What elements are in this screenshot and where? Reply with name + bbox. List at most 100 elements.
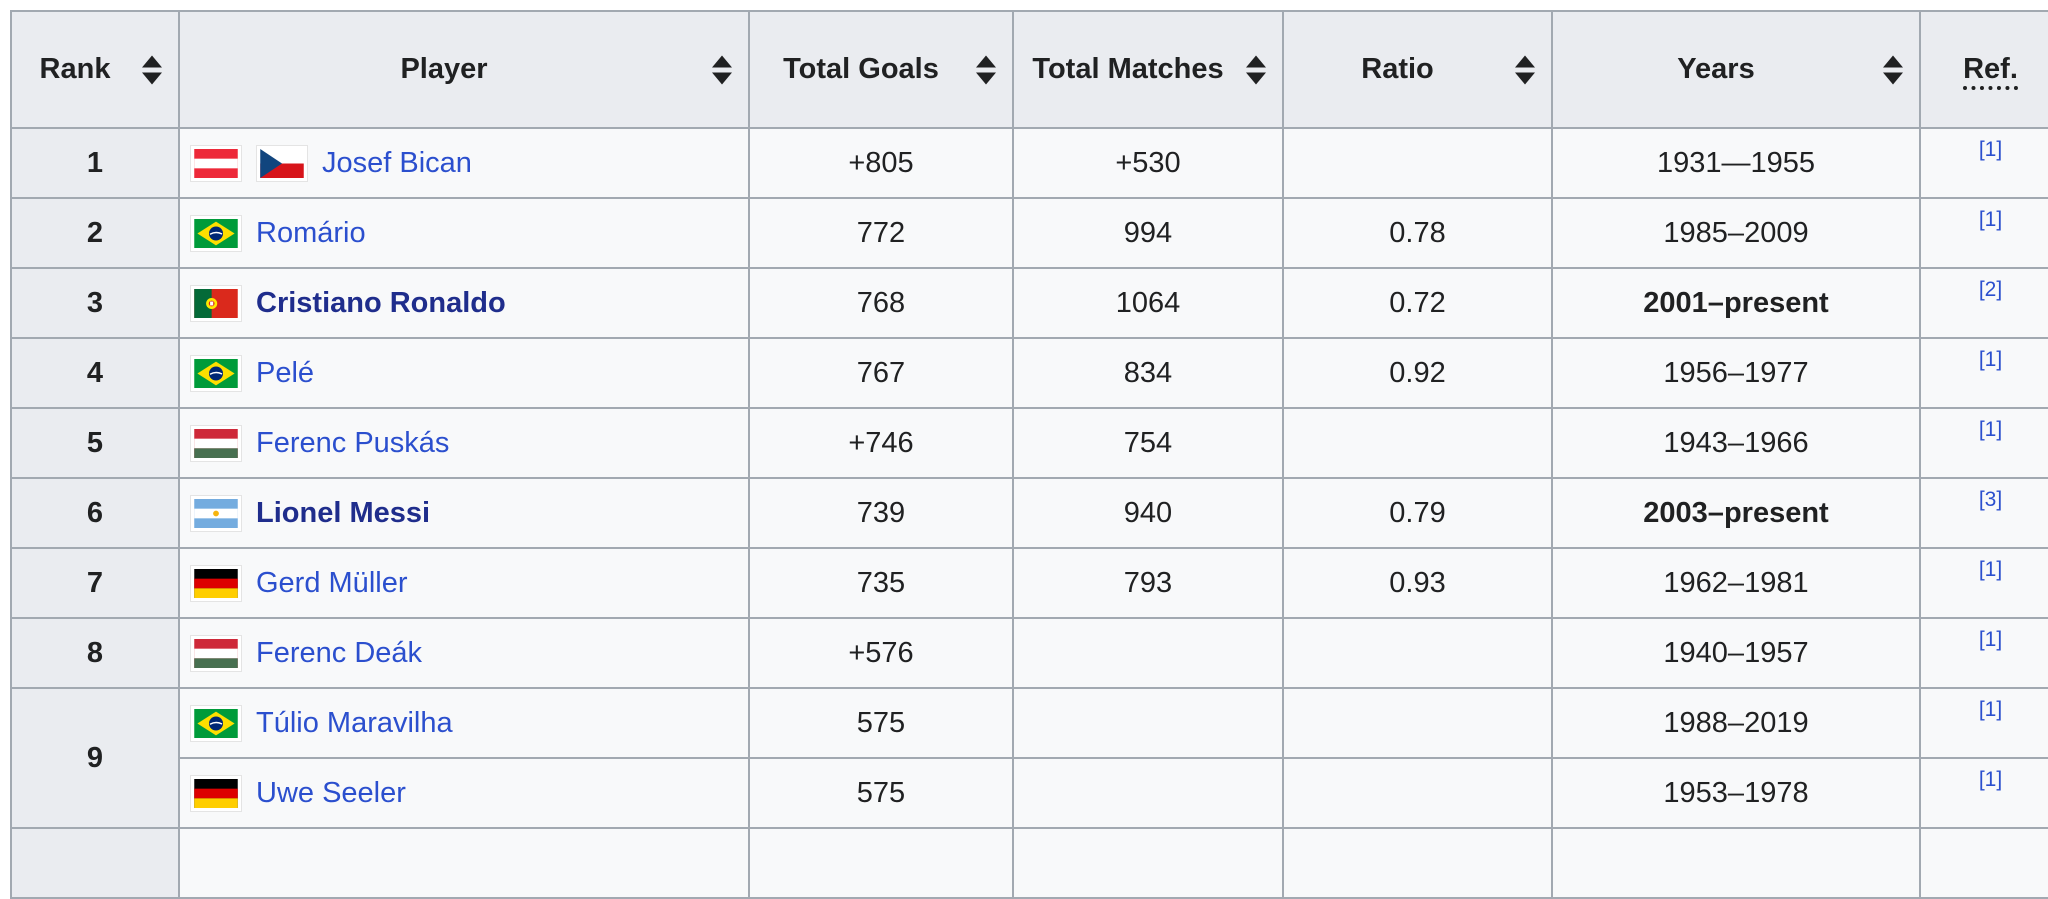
player-wrap: Pelé	[190, 354, 738, 392]
column-header-total-goals[interactable]: Total Goals	[748, 10, 1014, 129]
player-cell: Pelé	[178, 337, 750, 409]
ref-link[interactable]: [2]	[1978, 278, 2003, 301]
flag-icon-hungary[interactable]	[190, 634, 242, 672]
matches-cell	[1012, 757, 1284, 829]
matches-cell: 754	[1012, 407, 1284, 479]
rank-cell: 6	[10, 477, 180, 549]
player-wrap: Lionel Messi	[190, 494, 738, 532]
ratio-cell: 0.92	[1282, 337, 1553, 409]
ref-link[interactable]: [1]	[1978, 628, 2003, 651]
years-cell: 1988–2019	[1551, 687, 1921, 759]
rank-cell: 9	[10, 687, 180, 829]
player-cell: Gerd Müller	[178, 547, 750, 619]
sort-icon	[712, 55, 732, 84]
ref-link[interactable]: [1]	[1978, 698, 2003, 721]
matches-cell: 834	[1012, 337, 1284, 409]
player-cell	[178, 827, 750, 899]
column-header-total-matches[interactable]: Total Matches	[1012, 10, 1284, 129]
matches-cell: 940	[1012, 477, 1284, 549]
ref-link[interactable]: [3]	[1978, 488, 2003, 511]
player-link[interactable]: Ferenc Puskás	[256, 426, 450, 459]
ref-link[interactable]: [1]	[1978, 208, 2003, 231]
ref-link[interactable]: [1]	[1978, 418, 2003, 441]
flag-icon-hungary[interactable]	[190, 424, 242, 462]
ref-cell: [1]	[1919, 337, 2048, 409]
ref-cell: [3]	[1919, 477, 2048, 549]
player-wrap: Ferenc Puskás	[190, 424, 738, 462]
player-link[interactable]: Ferenc Deák	[256, 636, 423, 669]
ref-link[interactable]: [1]	[1978, 558, 2003, 581]
flag-icon-czech-republic[interactable]	[256, 144, 308, 182]
column-header-years[interactable]: Years	[1551, 10, 1921, 129]
flag-icon-germany[interactable]	[190, 564, 242, 602]
rank-cell: 5	[10, 407, 180, 479]
ref-link[interactable]: [1]	[1978, 138, 2003, 161]
ratio-cell	[1282, 407, 1553, 479]
player-cell: Uwe Seeler	[178, 757, 750, 829]
table-row: 4 Pelé 767 834 0.92 1956–1977 [1]	[10, 337, 2048, 409]
matches-cell: 994	[1012, 197, 1284, 269]
flag-icon-portugal[interactable]	[190, 284, 242, 322]
header-row: Rank Player Total Goals Total Matches Ratio Y…	[10, 10, 2048, 129]
table-row: 1 Josef Bican +805 +530 1931—1955 [1]	[10, 127, 2048, 199]
player-cell: Romário	[178, 197, 750, 269]
player-link[interactable]: Romário	[256, 216, 366, 249]
ratio-cell	[1282, 617, 1553, 689]
player-link[interactable]: Túlio Maravilha	[256, 706, 453, 739]
player-wrap: Túlio Maravilha	[190, 704, 738, 742]
sort-icon	[1246, 55, 1266, 84]
table-row: 6 Lionel Messi 739 940 0.79 2003–present [3]	[10, 477, 2048, 549]
ratio-cell	[1282, 757, 1553, 829]
goals-cell: 575	[748, 687, 1014, 759]
years-cell: 2001–present	[1551, 267, 1921, 339]
goals-cell: 739	[748, 477, 1014, 549]
goals-cell: 575	[748, 757, 1014, 829]
ref-cell: [1]	[1919, 197, 2048, 269]
player-link[interactable]: Cristiano Ronaldo	[256, 286, 506, 319]
column-header-ratio[interactable]: Ratio	[1282, 10, 1553, 129]
player-link[interactable]: Uwe Seeler	[256, 776, 406, 809]
player-link[interactable]: Josef Bican	[322, 146, 472, 179]
column-header-rank[interactable]: Rank	[10, 10, 180, 129]
ratio-cell: 0.79	[1282, 477, 1553, 549]
goals-cell: +576	[748, 617, 1014, 689]
table-row	[10, 827, 2048, 899]
table-body: 1 Josef Bican +805 +530 1931—1955 [1] 2 Romário…	[10, 127, 2048, 899]
flag-icon-austria[interactable]	[190, 144, 242, 182]
ratio-cell: 0.93	[1282, 547, 1553, 619]
flag-icon-brazil[interactable]	[190, 214, 242, 252]
player-link[interactable]: Pelé	[256, 356, 315, 389]
years-cell	[1551, 827, 1921, 899]
ref-link[interactable]: [1]	[1978, 348, 2003, 371]
table-row: 8 Ferenc Deák +576 1940–1957 [1]	[10, 617, 2048, 689]
ref-cell: [1]	[1919, 547, 2048, 619]
player-link[interactable]: Lionel Messi	[256, 496, 431, 529]
column-header-player[interactable]: Player	[178, 10, 750, 129]
flag-icon-brazil[interactable]	[190, 354, 242, 392]
column-label: Player	[400, 53, 488, 86]
ref-cell: [1]	[1919, 687, 2048, 759]
flag-icon-germany[interactable]	[190, 774, 242, 812]
ref-cell: [2]	[1919, 267, 2048, 339]
years-cell: 1985–2009	[1551, 197, 1921, 269]
rank-cell: 8	[10, 617, 180, 689]
goals-cell: 735	[748, 547, 1014, 619]
goals-cell: 772	[748, 197, 1014, 269]
column-label: Ratio	[1361, 53, 1434, 86]
table-row: 2 Romário 772 994 0.78 1985–2009 [1]	[10, 197, 2048, 269]
column-label: Rank	[39, 53, 111, 86]
column-label: Years	[1677, 53, 1755, 86]
ref-cell: [1]	[1919, 127, 2048, 199]
ref-cell: [1]	[1919, 757, 2048, 829]
years-cell: 1931—1955	[1551, 127, 1921, 199]
ref-cell	[1919, 827, 2048, 899]
years-cell: 1943–1966	[1551, 407, 1921, 479]
ref-link[interactable]: [1]	[1978, 768, 2003, 791]
player-cell: Lionel Messi	[178, 477, 750, 549]
player-wrap: Uwe Seeler	[190, 774, 738, 812]
flag-icon-brazil[interactable]	[190, 704, 242, 742]
player-cell: Josef Bican	[178, 127, 750, 199]
years-cell: 1962–1981	[1551, 547, 1921, 619]
flag-icon-argentina[interactable]	[190, 494, 242, 532]
player-link[interactable]: Gerd Müller	[256, 566, 408, 599]
